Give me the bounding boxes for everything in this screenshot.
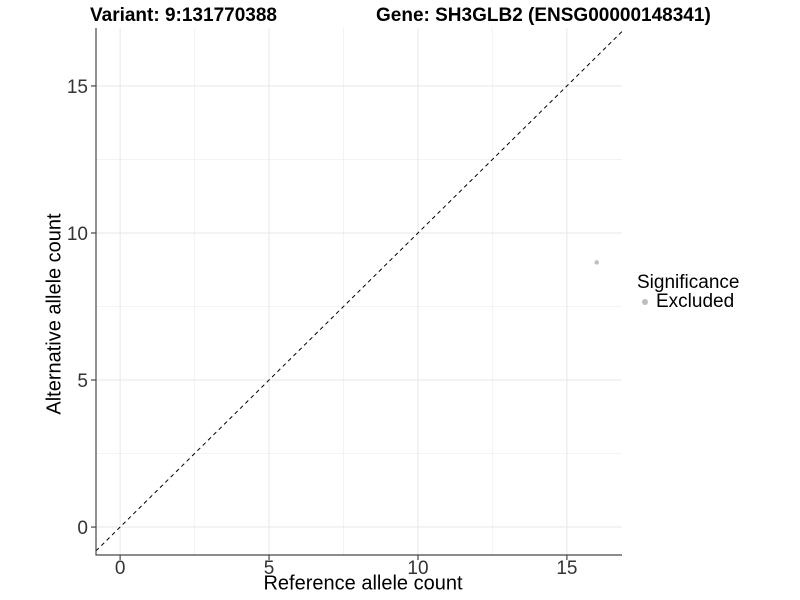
x-axis-title: Reference allele count bbox=[263, 572, 463, 595]
y-tick-label: 15 bbox=[67, 77, 88, 98]
variant-title: Variant: 9:131770388 bbox=[90, 5, 277, 26]
x-tick-label: 10 bbox=[407, 558, 428, 579]
y-tick-label: 0 bbox=[77, 518, 88, 539]
legend-entry-label: Excluded bbox=[656, 291, 735, 312]
data-point bbox=[594, 260, 599, 265]
gene-title: Gene: SH3GLB2 (ENSG00000148341) bbox=[376, 5, 711, 26]
y-axis-title: Alternative allele count bbox=[43, 213, 66, 415]
y-tick-label: 5 bbox=[77, 371, 88, 392]
legend: Significance Excluded bbox=[637, 273, 739, 311]
legend-entry-excluded: Excluded bbox=[637, 292, 739, 311]
x-tick-label: 15 bbox=[556, 558, 577, 579]
legend-title: Significance bbox=[637, 272, 740, 293]
y-tick-label: 10 bbox=[67, 224, 88, 245]
x-tick-label: 0 bbox=[115, 558, 126, 579]
excluded-swatch-icon bbox=[642, 298, 648, 305]
x-tick-label: 5 bbox=[264, 558, 275, 579]
identity-dashed-line bbox=[95, 31, 623, 552]
